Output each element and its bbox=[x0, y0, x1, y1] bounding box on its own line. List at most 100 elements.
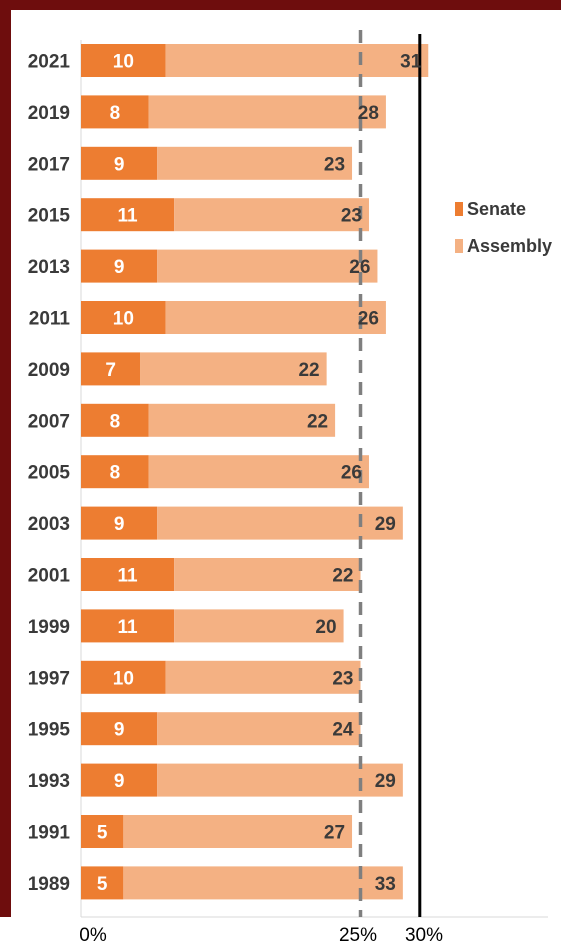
senate-value-label: 5 bbox=[97, 823, 108, 844]
assembly-value-label: 23 bbox=[332, 668, 353, 689]
senate-bar bbox=[81, 763, 158, 797]
assembly-value-label: 31 bbox=[400, 52, 422, 73]
year-label: 2015 bbox=[28, 206, 71, 227]
assembly-value-label: 20 bbox=[315, 617, 336, 638]
senate-value-label: 8 bbox=[110, 103, 121, 124]
assembly-bar bbox=[140, 352, 327, 386]
year-label: 2003 bbox=[28, 514, 70, 535]
senate-bar bbox=[81, 609, 175, 643]
assembly-bar bbox=[174, 558, 361, 591]
year-label: 2007 bbox=[28, 411, 70, 432]
assembly-value-label: 26 bbox=[358, 309, 379, 330]
senate-value-label: 10 bbox=[113, 52, 134, 73]
legend-swatch bbox=[455, 202, 463, 216]
assembly-value-label: 23 bbox=[324, 154, 345, 175]
assembly-value-label: 23 bbox=[341, 206, 362, 227]
assembly-bar bbox=[157, 712, 361, 746]
senate-value-label: 10 bbox=[113, 668, 134, 689]
legend-label: Assembly bbox=[467, 236, 552, 256]
senate-bar bbox=[81, 198, 175, 232]
assembly-value-label: 22 bbox=[298, 360, 319, 381]
assembly-bar bbox=[174, 198, 369, 232]
assembly-value-label: 28 bbox=[358, 103, 379, 124]
senate-bar bbox=[81, 712, 158, 746]
assembly-bar bbox=[165, 660, 361, 694]
senate-bar bbox=[81, 506, 158, 540]
year-label: 1997 bbox=[28, 668, 70, 689]
year-label: 2021 bbox=[28, 52, 71, 73]
assembly-bar bbox=[157, 146, 353, 180]
left-border bbox=[0, 0, 11, 917]
assembly-bar bbox=[148, 455, 369, 489]
senate-value-label: 9 bbox=[114, 771, 125, 792]
year-label: 2001 bbox=[28, 566, 71, 587]
assembly-bar bbox=[165, 44, 429, 77]
senate-bar bbox=[81, 455, 149, 489]
senate-bar bbox=[81, 558, 175, 591]
senate-value-label: 11 bbox=[118, 566, 139, 587]
top-border bbox=[0, 0, 561, 10]
senate-bar bbox=[81, 301, 166, 334]
year-label: 1995 bbox=[28, 720, 71, 741]
year-label: 1993 bbox=[28, 771, 70, 792]
senate-value-label: 8 bbox=[110, 463, 121, 484]
senate-value-label: 11 bbox=[118, 206, 139, 227]
year-label: 1989 bbox=[28, 874, 70, 895]
year-label: 2013 bbox=[28, 257, 70, 278]
assembly-bar bbox=[174, 609, 344, 643]
senate-value-label: 5 bbox=[97, 874, 108, 895]
assembly-bar bbox=[148, 403, 336, 437]
year-label: 2005 bbox=[28, 463, 71, 484]
assembly-bar bbox=[165, 301, 386, 334]
assembly-bar bbox=[157, 763, 403, 797]
assembly-value-label: 22 bbox=[307, 411, 328, 432]
senate-value-label: 9 bbox=[114, 257, 125, 278]
assembly-value-label: 29 bbox=[375, 771, 396, 792]
assembly-bar bbox=[157, 506, 403, 540]
assembly-bar bbox=[123, 815, 353, 848]
assembly-value-label: 24 bbox=[332, 720, 354, 741]
assembly-bar bbox=[148, 95, 386, 129]
value-axis-tick-label: 25% bbox=[339, 925, 377, 944]
senate-value-label: 9 bbox=[114, 514, 125, 535]
year-label: 2017 bbox=[28, 154, 70, 175]
value-axis-tick-label: 0% bbox=[79, 925, 107, 944]
senate-value-label: 7 bbox=[105, 360, 116, 381]
senate-bar bbox=[81, 249, 158, 283]
senate-bar bbox=[81, 95, 149, 129]
senate-value-label: 9 bbox=[114, 154, 125, 175]
senate-bar bbox=[81, 866, 124, 900]
year-label: 2009 bbox=[28, 360, 70, 381]
assembly-bar bbox=[123, 866, 403, 900]
legend: Senate Assembly bbox=[455, 199, 552, 256]
year-label: 1999 bbox=[28, 617, 70, 638]
assembly-value-label: 27 bbox=[324, 823, 345, 844]
assembly-value-label: 26 bbox=[341, 463, 362, 484]
legend-label: Senate bbox=[467, 199, 526, 219]
senate-bar bbox=[81, 660, 166, 694]
assembly-value-label: 33 bbox=[375, 874, 396, 895]
senate-bar bbox=[81, 815, 124, 848]
senate-value-label: 11 bbox=[118, 617, 139, 638]
senate-value-label: 8 bbox=[110, 411, 121, 432]
senate-value-label: 10 bbox=[113, 309, 134, 330]
reference-lines bbox=[358, 30, 422, 917]
assembly-value-label: 22 bbox=[332, 566, 353, 587]
assembly-value-label: 29 bbox=[375, 514, 396, 535]
bars-layer bbox=[81, 44, 429, 900]
assembly-value-label: 26 bbox=[349, 257, 370, 278]
senate-bar bbox=[81, 44, 166, 77]
value-axis-labels: 0% 25% 30% bbox=[79, 925, 443, 944]
year-label: 2011 bbox=[29, 309, 71, 330]
year-label: 2019 bbox=[28, 103, 70, 124]
legend-swatch bbox=[455, 239, 463, 253]
senate-bar bbox=[81, 403, 149, 437]
senate-bar bbox=[81, 352, 141, 386]
senate-bar bbox=[81, 146, 158, 180]
year-label: 1991 bbox=[28, 823, 71, 844]
value-axis-tick-label: 30% bbox=[405, 925, 443, 944]
assembly-bar bbox=[157, 249, 378, 283]
senate-value-label: 9 bbox=[114, 720, 125, 741]
